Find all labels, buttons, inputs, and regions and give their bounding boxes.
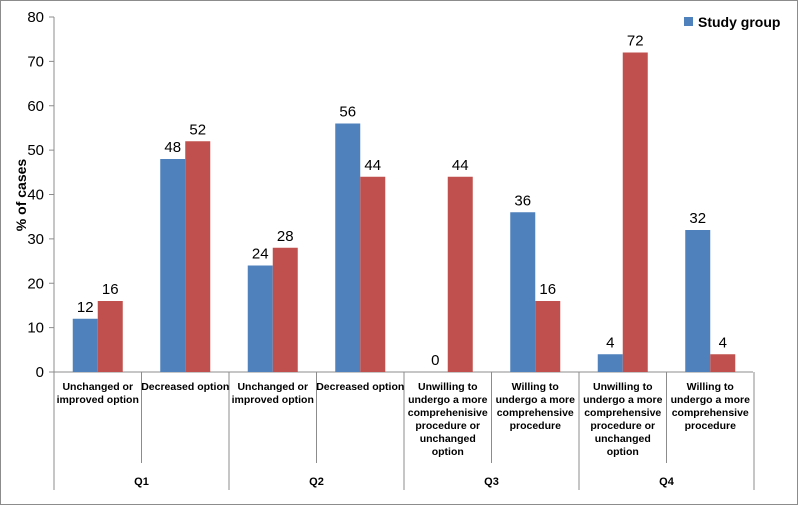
data-label-series2-4: 44 xyxy=(364,157,381,174)
bar-series2-8 xyxy=(710,354,736,372)
bar-series2-4 xyxy=(360,176,386,372)
bar-series2-5 xyxy=(447,176,473,372)
category-label: Willing to undergo a more comprehensive pro… xyxy=(496,381,576,432)
bar-series2-2 xyxy=(185,141,211,372)
y-axis-label: % of cases xyxy=(13,159,29,232)
bar-series1-8 xyxy=(685,230,711,372)
data-label-series2-1: 16 xyxy=(102,281,119,298)
data-label-series1-1: 12 xyxy=(77,299,94,316)
data-label-series2-7: 72 xyxy=(627,33,644,50)
bar-series2-3 xyxy=(272,247,298,372)
category-label: Unchanged or improved option xyxy=(232,381,314,406)
bar-series1-7 xyxy=(597,354,623,372)
y-tick-label: 60 xyxy=(27,98,44,115)
bar-series2-7 xyxy=(622,52,648,372)
bar-series1-4 xyxy=(335,123,361,372)
y-tick-label: 30 xyxy=(27,231,44,248)
group-label: Q3 xyxy=(484,476,499,488)
group-label: Q4 xyxy=(659,476,675,488)
category-label: Unwilling to undergo a more comprehenisive… xyxy=(408,381,488,458)
y-tick-label: 20 xyxy=(27,275,44,292)
data-label-series1-3: 24 xyxy=(252,246,269,263)
data-label-series1-5: 0 xyxy=(431,352,439,369)
y-tick-label: 80 xyxy=(27,9,44,26)
bar-series1-3 xyxy=(247,265,273,372)
bar-series1-2 xyxy=(160,159,186,372)
data-label-series1-7: 4 xyxy=(606,334,614,351)
bar-series2-6 xyxy=(535,301,561,372)
bar-series1-1 xyxy=(72,318,98,372)
data-label-series2-2: 52 xyxy=(189,121,206,138)
y-tick-label: 40 xyxy=(27,187,44,204)
y-tick-label: 10 xyxy=(27,320,44,337)
data-label-series1-6: 36 xyxy=(514,192,531,209)
category-label: Unwilling to undergo a more comprehensive p… xyxy=(583,381,663,458)
data-label-series2-5: 44 xyxy=(452,157,469,174)
data-label-series2-6: 16 xyxy=(539,281,556,298)
data-label-series1-4: 56 xyxy=(339,104,356,121)
data-label-series2-3: 28 xyxy=(277,228,294,245)
group-label: Q1 xyxy=(134,476,149,488)
category-label: Decreased option xyxy=(141,381,229,393)
y-tick-label: 50 xyxy=(27,142,44,159)
legend-label: Study group xyxy=(698,14,780,30)
data-label-series2-8: 4 xyxy=(719,334,727,351)
legend-swatch xyxy=(684,17,693,26)
data-label-series1-2: 48 xyxy=(164,139,181,156)
bar-series2-1 xyxy=(97,301,123,372)
bar-series1-6 xyxy=(510,212,536,372)
group-label: Q2 xyxy=(309,476,324,488)
category-label: Decreased option xyxy=(316,381,404,393)
category-label: Willing to undergo a more comprehensive pro… xyxy=(671,381,751,432)
y-tick-label: 0 xyxy=(36,364,44,381)
y-tick-label: 70 xyxy=(27,53,44,70)
category-label: Unchanged or improved option xyxy=(57,381,139,406)
data-label-series1-8: 32 xyxy=(689,210,706,227)
